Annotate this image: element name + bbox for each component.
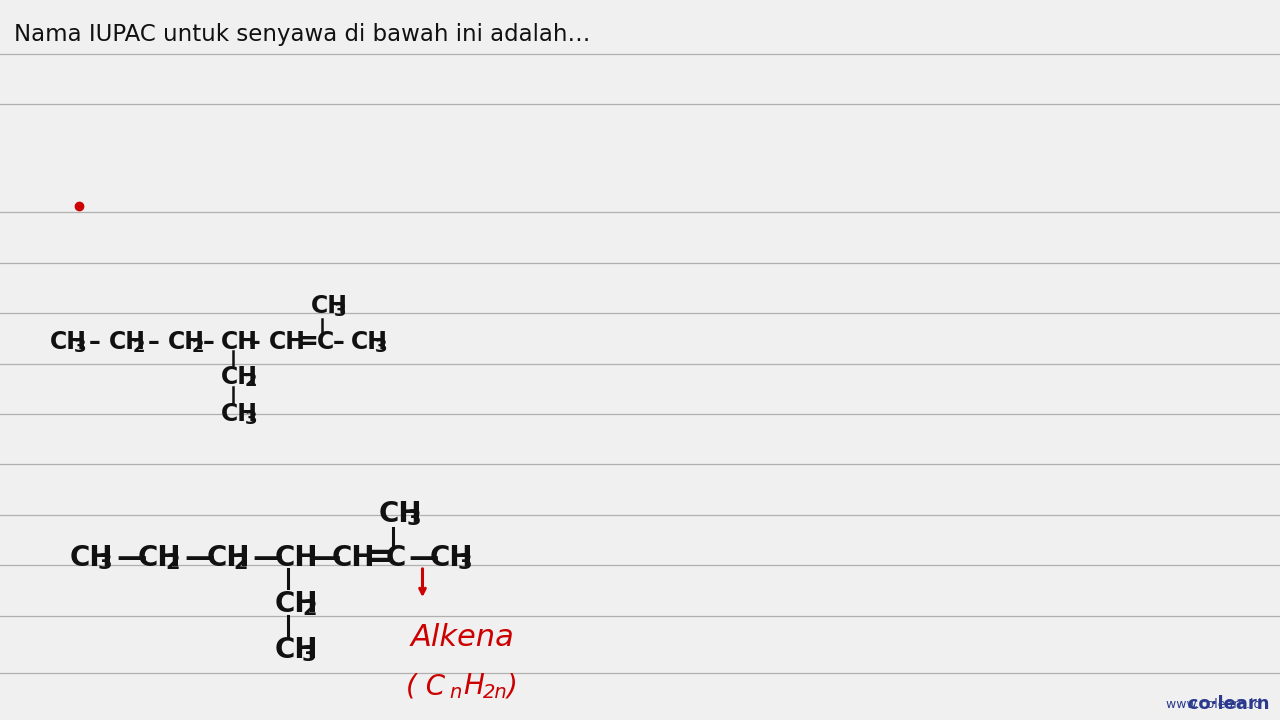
Text: —: — bbox=[184, 544, 215, 572]
Text: 2: 2 bbox=[165, 553, 180, 573]
Text: C: C bbox=[385, 544, 406, 572]
Text: 3: 3 bbox=[457, 553, 472, 573]
Text: 2: 2 bbox=[244, 372, 257, 390]
Text: www.colearn.id: www.colearn.id bbox=[1166, 698, 1270, 711]
Text: CH: CH bbox=[206, 544, 250, 572]
Text: 3: 3 bbox=[97, 553, 113, 573]
Text: —: — bbox=[408, 544, 438, 572]
Text: CH: CH bbox=[138, 544, 182, 572]
Text: CH: CH bbox=[50, 330, 87, 354]
Text: 3: 3 bbox=[375, 338, 387, 356]
Text: 2n: 2n bbox=[483, 683, 507, 703]
Text: 3: 3 bbox=[302, 645, 316, 665]
Text: CH: CH bbox=[351, 330, 388, 354]
Text: 3: 3 bbox=[244, 410, 257, 428]
Text: CH: CH bbox=[221, 402, 259, 426]
Text: CH: CH bbox=[311, 294, 348, 318]
Text: Alkena: Alkena bbox=[411, 624, 515, 652]
Text: CH: CH bbox=[221, 365, 259, 389]
Text: CH: CH bbox=[274, 544, 317, 572]
Text: ( C: ( C bbox=[406, 672, 444, 700]
Text: 2: 2 bbox=[234, 553, 248, 573]
Text: CH: CH bbox=[221, 330, 259, 354]
Text: —: — bbox=[310, 544, 340, 572]
Text: CH: CH bbox=[109, 330, 146, 354]
Text: co·learn: co·learn bbox=[1094, 695, 1270, 713]
Text: 3: 3 bbox=[406, 509, 421, 529]
Text: –: – bbox=[88, 330, 100, 354]
Text: CH: CH bbox=[379, 500, 422, 528]
Text: CH: CH bbox=[168, 330, 205, 354]
Text: n: n bbox=[449, 683, 462, 703]
Text: 3: 3 bbox=[73, 338, 86, 356]
Text: C: C bbox=[316, 330, 334, 354]
Text: CH: CH bbox=[274, 636, 317, 664]
Text: 2: 2 bbox=[192, 338, 204, 356]
Text: ): ) bbox=[507, 672, 517, 700]
Text: —: — bbox=[252, 544, 283, 572]
Text: Nama IUPAC untuk senyawa di bawah ini adalah…: Nama IUPAC untuk senyawa di bawah ini ad… bbox=[14, 23, 590, 46]
Text: —: — bbox=[116, 544, 147, 572]
Text: CH: CH bbox=[269, 330, 306, 354]
Text: –: – bbox=[147, 330, 159, 354]
Text: 2: 2 bbox=[302, 599, 316, 619]
Text: –: – bbox=[333, 330, 344, 354]
Text: 3: 3 bbox=[334, 302, 347, 320]
Text: =: = bbox=[297, 329, 319, 355]
Text: –: – bbox=[248, 330, 260, 354]
Text: CH: CH bbox=[274, 590, 317, 618]
Text: H: H bbox=[463, 672, 484, 700]
Text: =: = bbox=[365, 541, 393, 575]
Text: 2: 2 bbox=[132, 338, 145, 356]
Text: CH: CH bbox=[332, 544, 375, 572]
Text: CH: CH bbox=[430, 544, 474, 572]
Text: –: – bbox=[202, 330, 214, 354]
Text: CH: CH bbox=[70, 544, 114, 572]
